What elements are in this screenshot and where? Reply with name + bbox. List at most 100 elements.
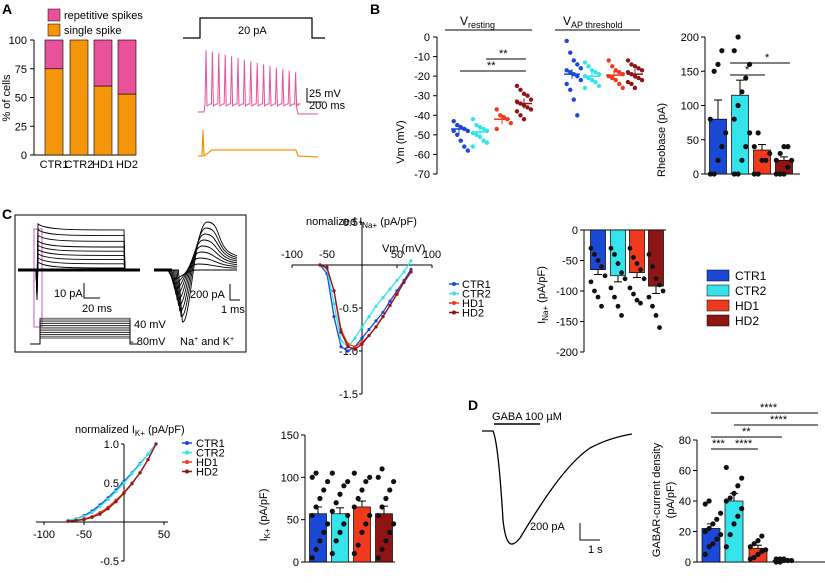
gaba-point-CTR1	[710, 521, 716, 527]
ina-bar-plot: 0 -50 -100 -150 -200	[556, 225, 666, 359]
ina-marker-CTR2	[395, 278, 399, 283]
ina-norm-x-label: Vm (mV)	[382, 243, 425, 255]
ik-marker-HD2	[146, 458, 150, 462]
ik-bar-point-HD1	[367, 474, 373, 480]
ik-bar-ytick-label: 150	[281, 430, 299, 442]
ina-marker-CTR1	[339, 345, 343, 349]
ik-marker-CTR2	[130, 472, 134, 476]
ik-legend-marker-CTR2	[185, 450, 189, 455]
ik-bar-point-HD2	[391, 521, 397, 527]
gaba-point-CTR1	[702, 501, 708, 507]
ik-bar-point-HD2	[379, 466, 385, 472]
ina-marker-HD2	[360, 342, 364, 346]
ina-line-HD2	[319, 264, 412, 351]
ina-legend-label-CTR1: CTR1	[462, 279, 491, 291]
gaba-point-HD1	[751, 541, 757, 547]
ik-bar-point-HD2	[383, 538, 389, 544]
ina-marker-CTR1	[346, 349, 350, 353]
ina-norm-plot: -100-50501000.5-0.5-1.0-1.5CTR1CTR2HD1HD…	[281, 217, 491, 401]
panel-d-scale-bar	[579, 523, 600, 541]
panel-a-y-ticks: 100 75 50 25 0	[9, 35, 34, 162]
na-trace	[154, 233, 238, 312]
threshold-point-HD1	[610, 64, 615, 69]
ina-marker-HD2	[346, 345, 350, 349]
ina-xtick-label: -100	[281, 249, 303, 261]
v-threshold-title: VAP threshold	[563, 14, 622, 30]
a-bar-single-CTR1	[44, 68, 64, 156]
a-ytick-label: 50	[15, 93, 27, 105]
voltage-step-protocol	[30, 317, 138, 345]
panel-b-label: B	[370, 1, 380, 17]
ina-bar-point-HD2	[650, 264, 655, 269]
ina-bar-point-CTR1	[588, 279, 594, 285]
ina-ytick-label: -1.5	[339, 389, 358, 401]
na-trace	[154, 257, 238, 290]
ina-bar-point-CTR1	[599, 264, 604, 269]
rheobase-point-CTR1	[715, 157, 721, 163]
a-bar-single-HD2	[117, 93, 137, 156]
rheobase-point-HD2	[777, 150, 783, 157]
rheobase-ytick-label: 200	[681, 32, 699, 44]
threshold-point-HD2	[636, 66, 641, 71]
voltage-step	[30, 335, 138, 345]
gaba-ytick-label: 60	[679, 466, 691, 478]
rheobase-point-HD1	[755, 171, 761, 177]
resting-point-HD2	[521, 117, 527, 122]
rheobase-point-CTR1	[719, 48, 725, 54]
threshold-point-CTR2	[596, 71, 602, 77]
ina-marker-HD2	[381, 315, 385, 319]
ik-bar-point-HD2	[391, 478, 397, 485]
threshold-point-HD1	[617, 70, 622, 75]
ik-marker-HD2	[138, 471, 142, 475]
gaba-point-CTR1	[718, 531, 724, 538]
resting-point-CTR1	[451, 128, 456, 134]
gaba-sig-label-3: ***	[712, 438, 726, 450]
scale2-ms: 1 ms	[221, 304, 245, 316]
gaba-point-CTR2	[739, 506, 745, 512]
gaba-point-HD2	[777, 556, 783, 562]
gaba-point-CTR1	[706, 525, 712, 532]
threshold-point-CTR1	[575, 73, 580, 79]
threshold-point-CTR1	[564, 38, 569, 44]
ina-bar-point-CTR1	[592, 252, 597, 257]
rheobase-point-CTR1	[711, 68, 717, 74]
gaba-point-CTR2	[727, 531, 733, 538]
scale-bar-1	[83, 283, 100, 299]
threshold-point-CTR2	[593, 79, 598, 85]
potassium-current-traces	[18, 222, 140, 301]
threshold-point-HD2	[625, 58, 631, 63]
resting-point-HD2	[514, 109, 520, 114]
ina-marker-CTR2	[360, 325, 364, 329]
resting-point-HD1	[498, 113, 503, 118]
legend-repetitive-swatch	[47, 8, 61, 22]
threshold-point-CTR1	[575, 62, 580, 67]
gaba-point-CTR1	[710, 541, 716, 547]
ina-bar-point-CTR1	[592, 288, 597, 294]
gaba-sig-label-2: **	[742, 426, 751, 438]
ik-bar-point-HD2	[375, 555, 381, 561]
ina-marker-HD2	[402, 280, 406, 284]
ik-bar-point-CTR2	[341, 483, 347, 489]
resting-point-CTR1	[458, 138, 463, 143]
resting-point-HD2	[521, 91, 527, 96]
resting-point-HD2	[528, 107, 534, 112]
threshold-point-CTR2	[582, 60, 588, 65]
ik-bar-point-CTR1	[317, 495, 323, 502]
gaba-point-HD1	[751, 554, 757, 561]
ik-marker-CTR2	[98, 504, 102, 508]
threshold-point-HD1	[606, 58, 611, 63]
panel-a-y-label: % of cells	[1, 74, 13, 122]
rheobase-sig-1: *	[745, 64, 750, 76]
ik-bar-point-CTR2	[333, 500, 339, 506]
vm-ytick-label: -60	[414, 149, 430, 161]
gaba-point-HD2	[781, 556, 787, 562]
threshold-point-CTR2	[586, 75, 591, 81]
scale1-ms: 20 ms	[82, 303, 112, 315]
vm-ytick-label: -70	[414, 169, 430, 181]
vm-data-points	[451, 38, 645, 153]
rheobase-ytick-label: 50	[687, 135, 699, 147]
panel-a-bars	[44, 39, 137, 156]
ik-bar-point-CTR1	[325, 521, 331, 527]
ik-marker-CTR2	[138, 462, 142, 466]
